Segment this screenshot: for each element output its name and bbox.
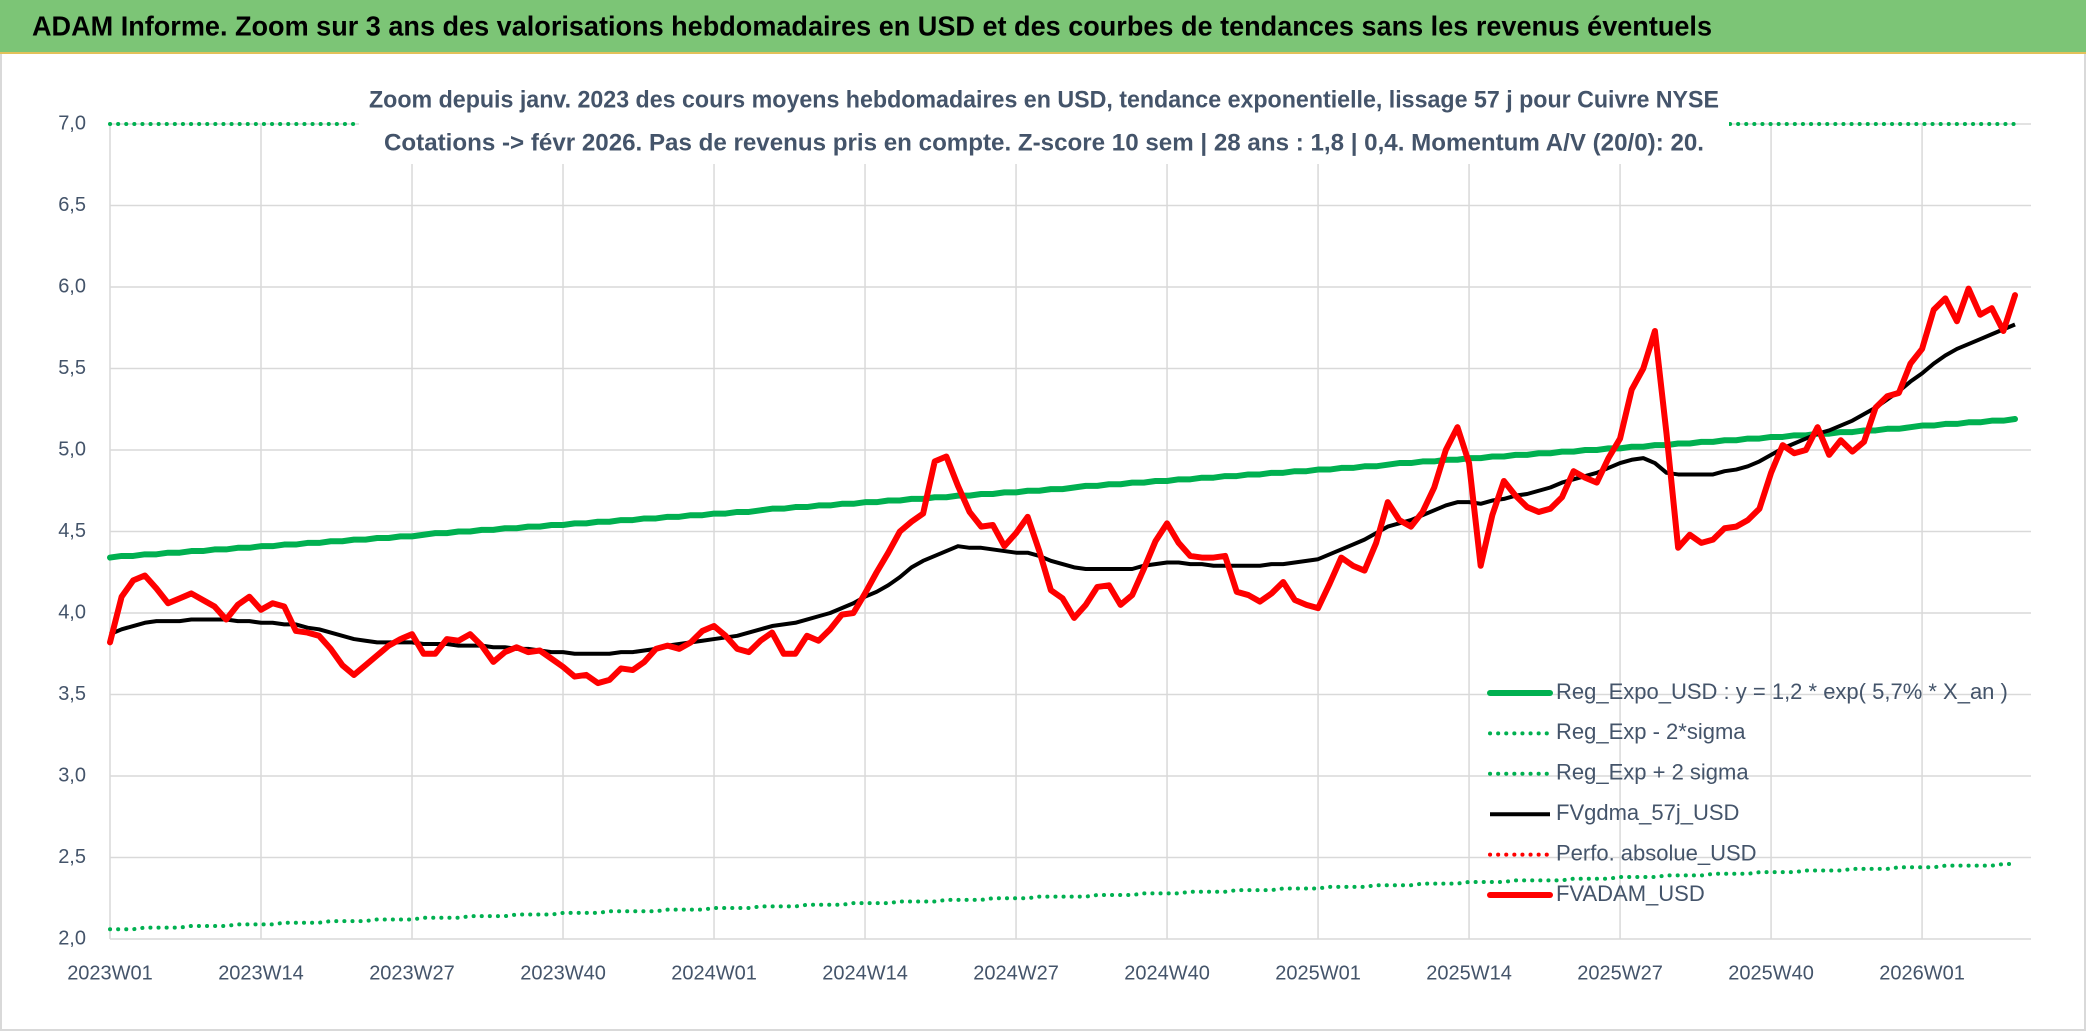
chart-title: Zoom depuis janv. 2023 des cours moyens … (369, 86, 1719, 113)
x-tick-label: 2023W14 (218, 962, 304, 984)
y-tick-label: 2,0 (58, 927, 86, 949)
header-title: ADAM Informe. Zoom sur 3 ans des valoris… (32, 10, 1712, 41)
legend-label: Reg_Expo_USD : y = 1,2 * exp( 5,7% * X_a… (1556, 679, 2008, 704)
legend-label: FVgdma_57j_USD (1556, 800, 1739, 825)
x-tick-label: 2025W01 (1275, 962, 1361, 984)
y-tick-label: 6,5 (58, 194, 86, 216)
x-tick-label: 2024W01 (671, 962, 757, 984)
y-tick-label: 5,5 (58, 357, 86, 379)
x-tick-label: 2025W14 (1426, 962, 1512, 984)
y-tick-label: 2,5 (58, 846, 86, 868)
y-tick-label: 7,0 (58, 112, 86, 134)
y-tick-label: 5,0 (58, 438, 86, 460)
plot-area: 2,0 2,5 3,0 3,5 4,0 4,5 5,0 5,5 6,0 6,5 7,0 2023W01… (58, 112, 2031, 984)
y-tick-label: 4,0 (58, 601, 86, 623)
x-tick-label: 2024W14 (822, 962, 908, 984)
x-tick-label: 2023W27 (369, 962, 455, 984)
x-tick-label: 2023W40 (520, 962, 606, 984)
x-tick-label: 2025W27 (1577, 962, 1663, 984)
x-tick-label: 2024W40 (1124, 962, 1210, 984)
header-bar (0, 0, 2086, 53)
y-tick-label: 4,5 (58, 520, 86, 542)
legend-label: FVADAM_USD (1556, 881, 1705, 906)
series-line (108, 862, 2017, 932)
series-line (107, 416, 2018, 561)
x-tick-label: 2024W27 (973, 962, 1059, 984)
chart-subtitle: Cotations -> févr 2026. Pas de revenus p… (384, 129, 1704, 156)
y-tick-label: 3,0 (58, 764, 86, 786)
series-line (109, 322, 2016, 656)
y-tick-label: 6,0 (58, 275, 86, 297)
y-tick-label: 3,5 (58, 683, 86, 705)
legend-label: Reg_Exp - 2*sigma (1556, 719, 1746, 744)
legend: Reg_Expo_USD : y = 1,2 * exp( 5,7% * X_a… (1487, 679, 2008, 906)
x-tick-label: 2026W01 (1879, 962, 1965, 984)
x-tick-label: 2023W01 (67, 962, 153, 984)
legend-label: Reg_Exp + 2 sigma (1556, 760, 1749, 785)
subtitle-backdrop (359, 80, 1729, 164)
x-tick-label: 2025W40 (1728, 962, 1814, 984)
legend-label: Perfo. absolue_USD (1556, 840, 1757, 865)
series-line (107, 285, 2018, 687)
